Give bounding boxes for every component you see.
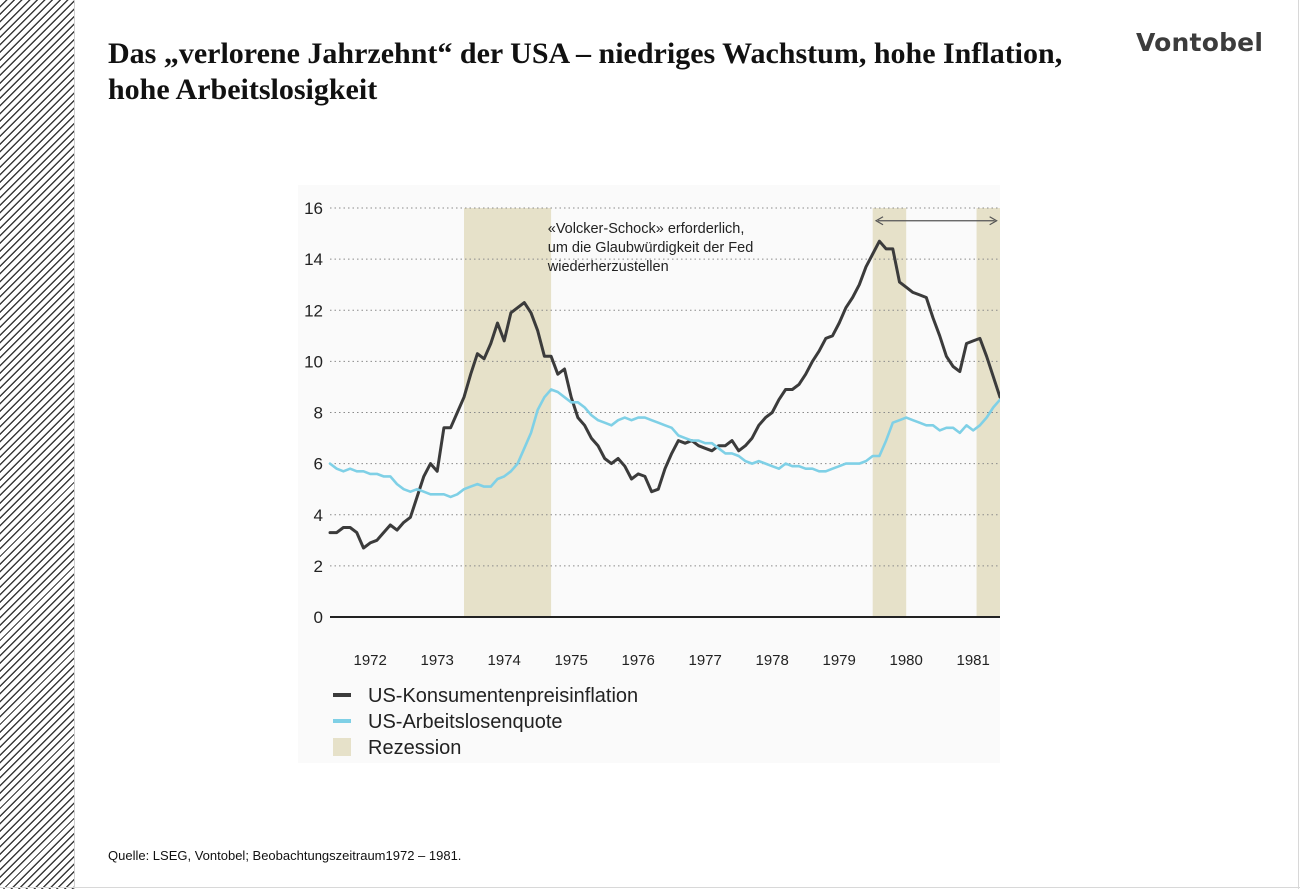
vontobel-logo: Vontobel [1136, 28, 1264, 57]
gridlines [330, 207, 1000, 567]
x-tick-label: 1977 [689, 652, 722, 669]
annotation-text: wiederherzustellen [547, 259, 669, 275]
x-tick-label: 1972 [354, 652, 387, 669]
legend-label: US-Konsumentenpreisinflation [368, 685, 638, 707]
annotation-text: «Volcker-Schock» erforderlich, [548, 221, 745, 237]
x-tick-label: 1976 [622, 652, 655, 669]
legend: US-Konsumentenpreisinflation US-Arbeitslo… [333, 685, 638, 759]
page-title: Das „verlorene Jahrzehnt“ der USA – nied… [108, 37, 1063, 106]
series-lines [328, 239, 1000, 550]
chart-panel: 0 2 4 6 8 10 12 14 16 1972 1973 1974 1975 1976 1977 19… [298, 185, 1000, 763]
unemployment-line [328, 388, 1000, 499]
slide-edge-right [1298, 0, 1299, 889]
y-tick-label: 16 [304, 199, 323, 218]
y-tick-label: 8 [314, 404, 323, 423]
x-tick-label: 1975 [555, 652, 588, 669]
x-tick-label: 1974 [488, 652, 521, 669]
y-tick-label: 6 [314, 455, 323, 474]
y-tick-label: 14 [304, 250, 323, 269]
x-tick-label: 1979 [823, 652, 856, 669]
slide-edge-bottom [0, 887, 1300, 888]
x-tick-label: 1973 [421, 652, 454, 669]
annotation-arrowhead-left [874, 216, 884, 226]
legend-label: US-Arbeitslosenquote [368, 711, 563, 733]
y-tick-label: 2 [314, 557, 323, 576]
y-tick-label: 12 [304, 301, 323, 320]
y-tick-labels: 0 2 4 6 8 10 12 14 16 [304, 199, 323, 627]
annotation-text: um die Glaubwürdigkeit der Fed [548, 240, 754, 256]
legend-label: Rezession [368, 737, 461, 759]
y-tick-label: 10 [304, 352, 323, 371]
annotation-arrowhead-right [989, 216, 998, 226]
decorative-stripe-border [0, 0, 75, 889]
y-tick-label: 0 [314, 608, 323, 627]
inflation-line [328, 239, 1000, 550]
x-tick-label: 1978 [756, 652, 789, 669]
legend-swatch-recession [333, 738, 351, 756]
source-note: Quelle: LSEG, Vontobel; Beobachtungszeit… [108, 848, 462, 863]
x-tick-label: 1981 [957, 652, 990, 669]
x-tick-labels: 1972 1973 1974 1975 1976 1977 1978 1979 1980 1981 [354, 652, 990, 669]
x-tick-label: 1980 [890, 652, 923, 669]
volcker-annotation: «Volcker-Schock» erforderlich, um die Gla… [547, 216, 998, 275]
y-tick-label: 4 [314, 506, 323, 525]
